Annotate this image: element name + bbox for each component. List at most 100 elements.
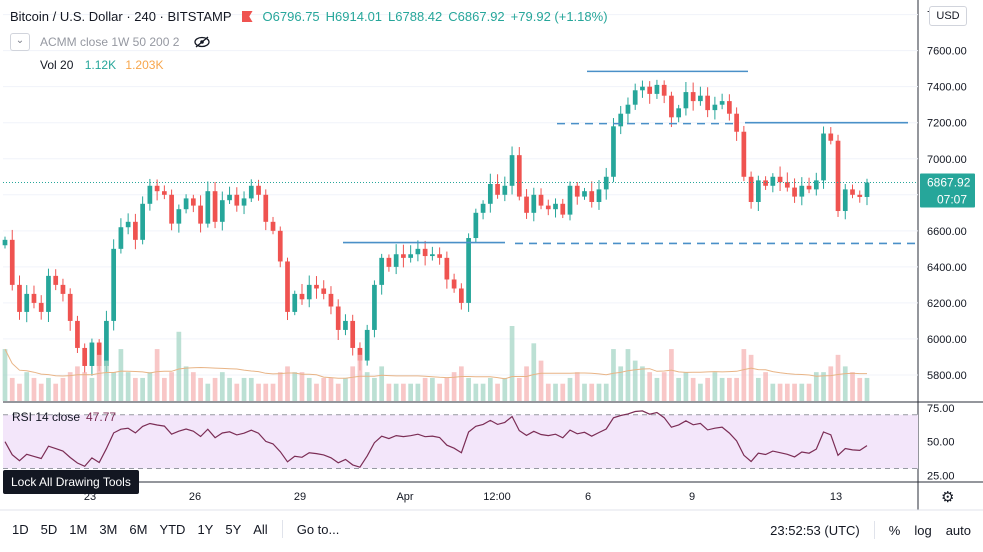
volume-bar: [147, 372, 153, 401]
volume-label[interactable]: Vol 20: [40, 58, 74, 72]
gear-icon[interactable]: ⚙: [941, 489, 955, 506]
flag-icon[interactable]: [241, 11, 253, 22]
chevron-down-icon[interactable]: ⌄: [10, 33, 30, 51]
candle-body: [487, 183, 493, 204]
volume-bar: [335, 383, 341, 401]
candle-body: [372, 284, 377, 330]
volume-bar: [538, 360, 544, 401]
volume-bar: [248, 377, 254, 401]
candle-body: [741, 131, 747, 177]
volume-bar: [524, 366, 529, 401]
volume-bar: [321, 377, 327, 401]
candle-body: [89, 342, 95, 366]
candle-body: [495, 183, 500, 195]
candle-body: [234, 194, 240, 206]
candle-body: [466, 238, 471, 303]
volume-bar: [31, 377, 37, 401]
volume-bar: [430, 377, 435, 401]
period-1m[interactable]: 1M: [69, 521, 88, 537]
rsi-tick-label: 75.00: [927, 403, 955, 415]
candle-body: [96, 342, 102, 366]
volume-bar: [719, 377, 725, 401]
candle-body: [712, 104, 718, 111]
candle-body: [314, 284, 319, 289]
rsi-label[interactable]: RSI 14 close: [12, 410, 81, 424]
candle-body: [292, 293, 298, 312]
volume-bar: [219, 372, 225, 401]
candle-body: [46, 275, 51, 312]
auto-toggle[interactable]: auto: [945, 522, 971, 538]
volume-bar: [451, 372, 457, 401]
volume-bar: [277, 372, 283, 401]
candle-body: [162, 191, 167, 195]
candle-body: [9, 239, 15, 285]
symbol-title[interactable]: Bitcoin / U.S. Dollar · 240 · BITSTAMP: [10, 9, 232, 24]
volume-bar: [256, 383, 261, 401]
volume-bar: [415, 383, 421, 401]
candle-body: [632, 90, 638, 105]
volume-bar: [487, 377, 493, 401]
volume-bar: [212, 377, 218, 401]
percent-toggle[interactable]: %: [888, 522, 901, 538]
candle-body: [784, 182, 790, 188]
candle-body: [763, 180, 768, 186]
volume-bar: [169, 372, 174, 401]
currency-badge[interactable]: USD: [929, 6, 967, 26]
candle-body: [611, 126, 616, 177]
eye-hidden-icon[interactable]: [193, 36, 211, 48]
countdown-label: 07:07: [937, 193, 967, 207]
volume-bar: [437, 383, 442, 401]
candle-body: [343, 320, 348, 330]
candle-body: [516, 155, 522, 197]
candle-body: [683, 92, 689, 109]
volume-bar: [408, 383, 414, 401]
period-all[interactable]: All: [253, 521, 268, 537]
volume-bar: [9, 377, 15, 401]
y-tick-label: 6200.00: [927, 298, 967, 310]
volume-ma-line: [4, 348, 867, 380]
x-tick-label: 26: [189, 491, 201, 503]
candle-body: [321, 288, 327, 294]
volume-bar: [67, 372, 73, 401]
rsi-line: [4, 410, 868, 468]
goto-button[interactable]: Go to...: [296, 521, 340, 537]
volume-bar: [741, 349, 747, 401]
volume-bar: [190, 372, 196, 401]
volume-bar: [792, 383, 797, 401]
volume-bar: [763, 372, 768, 401]
period-3m[interactable]: 3M: [99, 521, 118, 537]
volume-bar: [38, 383, 44, 401]
x-tick-label: 23: [84, 491, 96, 503]
candle-body: [458, 288, 464, 303]
volume-bar: [661, 372, 667, 401]
period-5y[interactable]: 5Y: [225, 521, 242, 537]
volume-bar: [850, 372, 855, 401]
volume-bar: [560, 383, 566, 401]
rsi-tick-label: 50.00: [927, 437, 955, 449]
period-1y[interactable]: 1Y: [197, 521, 214, 537]
indicator-label[interactable]: ACMM close 1W 50 200 2: [40, 35, 180, 49]
log-toggle[interactable]: log: [914, 522, 932, 538]
candle-body: [502, 185, 508, 195]
bottom-toolbar: 1D 5D 1M 3M 6M YTD 1Y 5Y All Go to... 23…: [0, 513, 983, 545]
candle-body: [38, 302, 44, 312]
volume-bar: [813, 372, 819, 401]
period-1d[interactable]: 1D: [12, 521, 29, 537]
candle-body: [625, 104, 631, 114]
candle-body: [574, 185, 580, 197]
period-6m[interactable]: 6M: [129, 521, 148, 537]
candle-body: [357, 347, 363, 361]
volume-bar: [647, 372, 653, 401]
candle-body: [654, 84, 660, 94]
ohlc-change: +79.92 (+1.18%): [510, 9, 608, 24]
period-ytd[interactable]: YTD: [159, 521, 186, 537]
volume-bar: [306, 377, 312, 401]
candle-body: [24, 293, 30, 312]
period-5d[interactable]: 5D: [40, 521, 58, 537]
candle-body: [755, 180, 761, 202]
candle-body: [270, 221, 276, 231]
clock-label[interactable]: 23:52:53 (UTC): [770, 522, 860, 538]
candle-body: [379, 257, 385, 285]
volume-bar: [567, 377, 573, 401]
